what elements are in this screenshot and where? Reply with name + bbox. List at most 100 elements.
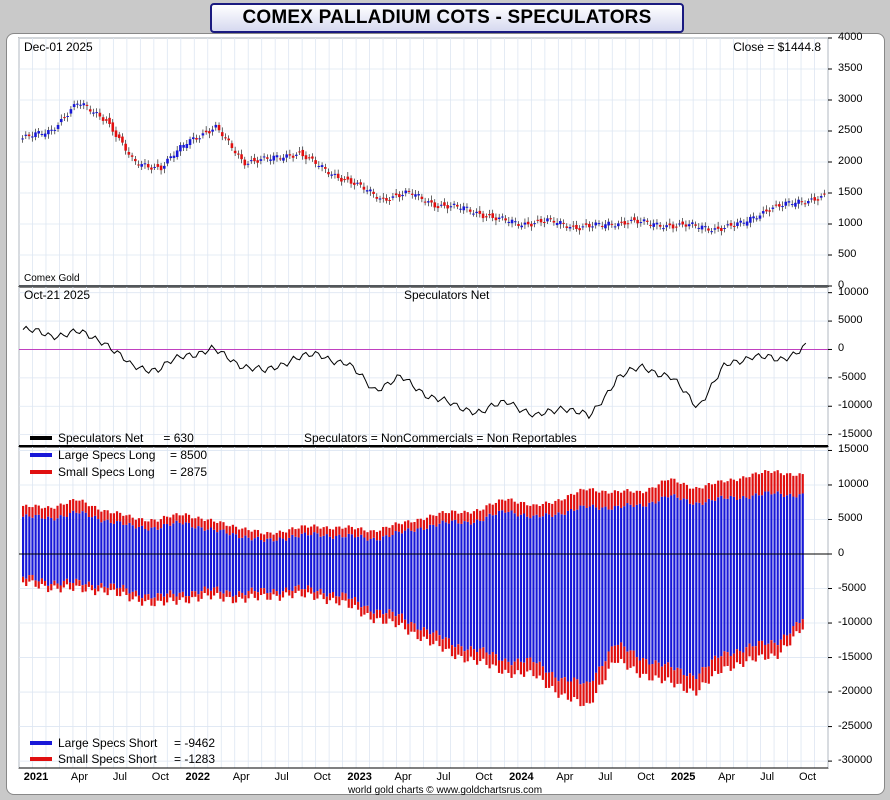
small-specs-long-bar [285,532,288,541]
price-candle-body [111,122,115,132]
large-specs-long-bar [43,518,47,554]
large-specs-short-bar [169,554,172,591]
small-specs-short-bar [501,660,504,674]
large-specs-short-bar [488,554,491,655]
price-candle-body [594,222,598,226]
small-specs-long-bar [773,471,776,494]
large-specs-short-bar [435,554,438,631]
small-specs-short-bar [216,586,219,593]
large-specs-long-bar [225,533,228,554]
large-specs-short-bar [347,554,350,599]
large-specs-short-bar [40,554,43,579]
small-specs-long-bar [720,480,723,496]
small-specs-long-bar [184,513,188,523]
large-specs-long-bar [563,514,566,554]
price-close-label: Close = $1444.8 [733,40,821,54]
price-candle-body [430,200,433,203]
large-specs-long-bar [175,520,178,554]
price-candle-body [449,206,453,208]
large-specs-short-bar [231,554,234,597]
large-specs-short-bar [795,554,798,623]
price-candle-body [159,165,163,171]
small-specs-long-bar [551,503,554,517]
price-candle-body [465,206,469,208]
small-specs-long-bar [297,528,300,538]
price-candle-body [124,143,127,151]
large-specs-short-bar [707,554,710,667]
price-candle-body [69,109,73,114]
legend-large-short-swatch [30,741,52,745]
small-specs-short-bar [792,626,795,637]
price-candle-body [732,225,736,227]
large-specs-short-bar [660,554,663,667]
price-candle-body [356,182,359,184]
small-specs-short-bar [770,640,773,654]
small-specs-long-bar [670,478,673,496]
x-tick-label: Oct [313,771,331,783]
large-specs-short-bar [159,554,162,594]
large-specs-short-bar [551,554,554,672]
price-candle-body [433,202,437,208]
large-specs-long-bar [90,517,94,554]
price-candle-body [333,173,337,175]
price-candle-body [655,222,659,225]
price-candle-body [185,144,189,149]
small-specs-short-bar [632,650,635,667]
large-specs-short-bar [209,554,213,591]
price-candle-body [295,154,298,156]
large-specs-short-bar [269,554,272,593]
large-specs-short-bar [422,554,425,628]
small-specs-short-bar [34,580,37,587]
legend-large-long-label: Large Specs Long [58,448,156,462]
small-specs-long-bar [651,487,654,502]
price-candle-body [674,226,678,228]
large-specs-long-bar [375,540,379,554]
small-specs-short-bar [269,592,272,600]
large-specs-short-bar [704,554,707,668]
small-specs-short-bar [745,647,748,662]
large-specs-long-bar [654,503,657,554]
large-specs-short-bar [391,554,394,612]
large-specs-long-bar [119,521,122,554]
price-candle-body [272,155,276,161]
x-tick-label: Jul [436,771,451,783]
price-candle-body [420,196,424,200]
price-candle-body [456,204,459,207]
large-specs-short-bar [310,554,313,588]
large-specs-long-bar [429,524,432,554]
price-candle-body [716,226,720,229]
large-specs-short-bar [122,554,125,585]
small-specs-short-bar [407,623,410,635]
small-specs-short-bar [382,614,385,624]
small-specs-long-bar [757,474,761,496]
price-candle-body [414,194,417,197]
small-specs-short-bar [191,591,194,598]
small-specs-long-bar [166,516,169,524]
large-specs-long-bar [338,534,341,554]
price-candle-body [324,167,327,169]
price-candle-body [282,157,285,161]
price-candle-body [697,227,701,229]
y-tick-label: -5000 [838,581,867,594]
small-specs-short-bar [341,592,344,601]
price-candle-body [497,217,501,220]
small-specs-short-bar [739,651,742,664]
large-specs-short-bar [50,554,53,585]
large-specs-long-bar [585,507,588,554]
large-specs-long-bar [670,495,673,554]
large-specs-long-bar [162,523,166,554]
small-specs-short-bar [228,591,231,598]
large-specs-long-bar [795,497,798,554]
large-specs-long-bar [403,530,407,554]
small-specs-short-bar [300,589,303,597]
large-specs-short-bar [388,554,391,610]
small-specs-long-bar [798,473,801,495]
small-specs-long-bar [22,505,25,517]
small-specs-short-bar [81,585,84,593]
large-specs-short-bar [410,554,413,623]
small-specs-long-bar [162,515,166,524]
price-candle-body [710,231,713,233]
large-specs-short-bar [222,554,225,594]
y-tick-label: 15000 [838,443,869,456]
x-tick-label: Apr [70,771,88,783]
